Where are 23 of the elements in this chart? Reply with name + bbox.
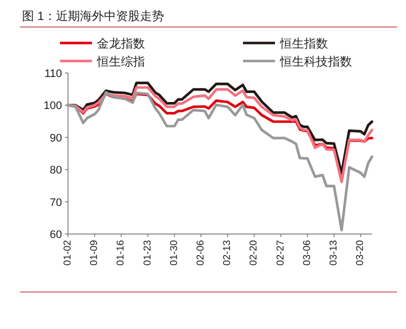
y-tick-label: 70 — [50, 196, 62, 209]
legend-label: 金龙指数 — [97, 36, 145, 50]
y-tick-label: 110 — [44, 68, 62, 80]
x-tick-label: 02-13 — [222, 240, 234, 266]
chart-title: 图 1：近期海外中资股走势 — [22, 9, 164, 23]
y-tick-label: 100 — [44, 100, 62, 112]
x-tick-label: 01-09 — [89, 240, 100, 266]
x-tick-label: 02-20 — [248, 240, 260, 266]
legend-label: 恒生综指 — [96, 54, 145, 68]
x-tick-label: 03-06 — [302, 240, 313, 266]
x-tick-label: 01-30 — [168, 240, 180, 266]
x-tick-label: 01-23 — [142, 240, 154, 266]
x-tick-label: 01-16 — [116, 240, 127, 266]
legend-label: 恒生指数 — [279, 36, 328, 50]
x-tick-label: 01-02 — [62, 240, 74, 266]
x-tick-label: 02-06 — [196, 240, 206, 266]
y-tick-label: 60 — [50, 229, 62, 241]
legend-label: 恒生科技指数 — [279, 54, 352, 68]
x-tick-label: 02-27 — [275, 240, 286, 266]
x-tick-label: 03-13 — [328, 240, 340, 266]
y-tick-label: 90 — [50, 132, 62, 144]
x-tick-label: 03-20 — [355, 240, 366, 266]
y-tick-label: 80 — [50, 164, 62, 177]
